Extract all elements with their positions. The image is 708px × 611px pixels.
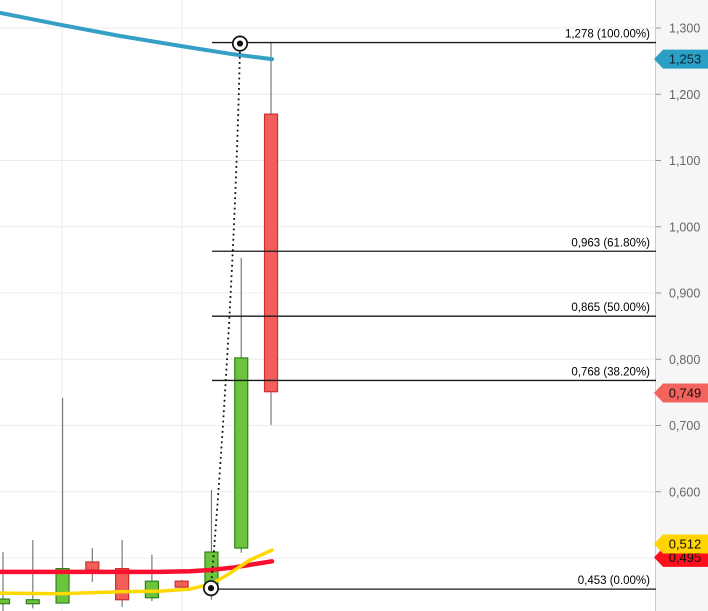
price-badge-shape	[654, 534, 708, 554]
price-tick-label: 0,800	[669, 353, 700, 367]
anchor-dot	[207, 585, 215, 592]
candle-body	[174, 580, 189, 588]
candle-body	[85, 561, 100, 571]
ma-red-line[interactable]	[0, 559, 275, 575]
candle[interactable]	[144, 554, 159, 602]
fib-anchor-bottom[interactable]	[202, 580, 220, 597]
price-badge-shape	[654, 49, 708, 69]
price-badge-1_253: 1,253	[654, 49, 708, 69]
ma-yellow-line[interactable]	[0, 548, 274, 596]
candle-body	[263, 113, 279, 393]
price-tick-label: 1,300	[669, 22, 700, 36]
price-tick-label: 1,000	[669, 220, 700, 234]
price-badge-0_512: 0,512	[654, 534, 708, 554]
price-tick-label: 1,100	[669, 154, 700, 168]
candle[interactable]	[234, 257, 249, 553]
fib-anchor-top[interactable]	[231, 35, 249, 52]
price-badge-label: 1,253	[669, 52, 702, 67]
fib-level-label: 0,963 (61.80%)	[571, 237, 650, 249]
price-tick-label: 0,900	[669, 287, 700, 301]
price-tick-label: 0,700	[669, 419, 700, 433]
price-badge-label: 0,495	[669, 550, 702, 565]
fib-level-label: 0,865 (50.00%)	[571, 302, 650, 314]
ma-blue-line[interactable]	[0, 10, 274, 62]
price-tick-label: 1,200	[669, 88, 700, 102]
candle[interactable]	[25, 540, 40, 609]
candle[interactable]	[263, 41, 279, 425]
candle[interactable]	[0, 552, 11, 611]
anchor-dot	[236, 40, 244, 47]
fib-level-label: 0,768 (38.20%)	[571, 366, 650, 378]
price-axis[interactable]	[655, 0, 708, 611]
price-badge-shape	[654, 383, 708, 403]
price-badge-label: 0,512	[669, 537, 702, 552]
price-tick-label: 0,600	[669, 485, 700, 499]
price-badge-0_749: 0,749	[654, 383, 708, 403]
candle[interactable]	[174, 579, 189, 589]
candle-body	[25, 599, 40, 605]
candle-body	[234, 357, 249, 549]
price-badge-label: 0,749	[669, 386, 702, 401]
fib-level-label: 0,453 (0.00%)	[578, 575, 650, 587]
fib-level-label: 1,278 (100.00%)	[565, 29, 650, 41]
fib-trend-line[interactable]	[210, 46, 241, 588]
candle-body	[0, 598, 11, 605]
